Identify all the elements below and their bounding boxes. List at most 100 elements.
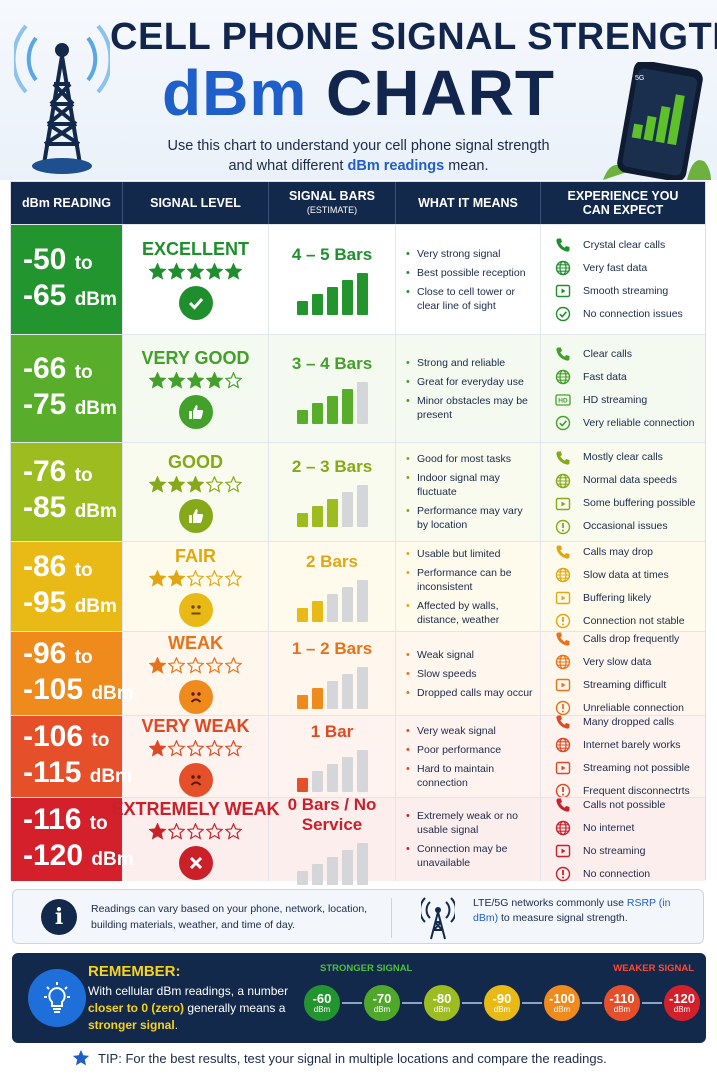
dbm-unit: dBm (91, 848, 134, 870)
experience: Calls may drop Slow data at times Bufferin… (541, 542, 705, 631)
means-item: Minor obstacles may be present (406, 394, 534, 422)
warning-icon (555, 519, 571, 534)
col-experience: EXPERIENCE YOU CAN EXPECT (567, 189, 679, 217)
star-empty-icon (225, 657, 242, 674)
bar-filled (311, 293, 323, 315)
scale-value: -90 (492, 991, 512, 1006)
dbm-to: -65 (23, 278, 67, 312)
bars-label: 1 – 2 Bars (291, 638, 373, 658)
experience-item: Internet barely works (555, 737, 701, 753)
star-filled-icon (149, 740, 166, 757)
closer-to-zero-highlight: closer to 0 (zero) (88, 1001, 185, 1015)
means-item: Strong and reliable (406, 356, 534, 370)
sad-face-icon (178, 763, 213, 797)
level-name: FAIR (174, 546, 216, 566)
dbm-to-word: to (74, 559, 93, 581)
experience-item: Mostly clear calls (555, 450, 701, 466)
experience: Calls drop frequently Very slow data Strea… (541, 632, 705, 716)
means-item: Hard to maintain connection (406, 762, 534, 790)
play-icon (555, 844, 571, 858)
star-rating (149, 657, 242, 674)
bar-filled (296, 409, 308, 424)
star-filled-icon (149, 475, 166, 493)
thumbs-up-icon (178, 395, 213, 429)
experience-text: Calls not possible (583, 798, 666, 811)
star-filled-icon (206, 263, 223, 280)
experience-item: Smooth streaming (555, 283, 701, 299)
experience: Crystal clear calls Very fast data Smooth … (541, 225, 705, 334)
experience-text: Frequent disconnectrts (583, 784, 690, 797)
what-it-means: Extremely weak or no usable signal Connec… (396, 798, 541, 881)
star-rating (149, 475, 242, 493)
star-filled-icon (187, 263, 204, 280)
scale-unit: dBm (313, 1005, 331, 1014)
signal-table: dBm READING SIGNAL LEVEL SIGNAL BARS (EST… (10, 181, 706, 885)
experience: Many dropped calls Internet barely works S… (541, 715, 705, 799)
star-filled-icon (168, 475, 185, 493)
tip: TIP: For the best results, test your sig… (72, 1049, 607, 1067)
info-left-text: Readings can vary based on your phone, n… (91, 903, 368, 931)
dbm-reading: -66 to -75 dBm (11, 335, 123, 442)
experience: Mostly clear calls Normal data speeds Some… (541, 443, 705, 541)
bar-filled (311, 402, 323, 424)
level-name: EXTREMELY WEAK (111, 799, 280, 819)
experience-item: Clear calls (555, 346, 701, 362)
experience-text: No connection (583, 867, 651, 880)
col-dbm-reading: dBm READING (11, 182, 123, 224)
col-signal-bars: SIGNAL BARS (ESTIMATE) (269, 182, 396, 224)
phone-icon (556, 347, 570, 361)
dbm-reading: -76 to -85 dBm (11, 443, 123, 541)
info-right-text: LTE/5G networks commonly use RSRP (in dB… (473, 897, 671, 924)
scale-unit: dBm (493, 1005, 511, 1014)
phone-icon (556, 632, 570, 646)
what-it-means: Very weak signal Poor performance Hard to … (396, 716, 541, 797)
dbm-from: -66 (23, 351, 67, 385)
warning-icon (555, 613, 571, 629)
signal-bars-icon (296, 272, 368, 315)
experience-text: Smooth streaming (583, 284, 669, 297)
experience-text: Very fast data (583, 261, 648, 274)
bar-empty (356, 381, 368, 424)
bar-empty (356, 579, 368, 622)
means-item: Affected by walls, distance, weather (406, 599, 534, 627)
bar-filled (296, 694, 308, 709)
subtitle-line2a: and what different (228, 158, 344, 174)
scale-circle: -90 dBm (482, 983, 522, 1023)
experience-item: Streaming not possible (555, 760, 701, 776)
star-filled-icon (225, 263, 242, 280)
means-item: Very weak signal (406, 724, 534, 738)
remember-panel: REMEMBER: With cellular dBm readings, a … (12, 953, 706, 1043)
bar-filled (311, 687, 323, 709)
play-icon (555, 761, 571, 775)
experience-text: No internet (583, 821, 635, 834)
dbm-reading: -50 to -65 dBm (11, 225, 123, 334)
star-filled-icon (187, 372, 204, 389)
table-row: -76 to -85 dBm GOOD 2 – 3 Bars Good for most… (11, 442, 705, 541)
experience-text: Clear calls (583, 347, 633, 360)
dbm-unit: dBm (74, 288, 117, 310)
bar-empty (311, 863, 323, 885)
star-empty-icon (206, 823, 223, 840)
play-icon (555, 497, 571, 510)
signal-bars-icon (296, 666, 368, 709)
scale-unit: dBm (373, 1005, 391, 1014)
scale-value: -60 (312, 991, 332, 1006)
experience-text: Internet barely works (583, 738, 681, 751)
experience-item: Streaming difficult (555, 677, 701, 693)
experience-item: Normal data speeds (555, 473, 701, 489)
signal-level: EXTREMELY WEAK (111, 798, 280, 881)
star-filled-icon (149, 823, 166, 840)
page-title-line1: CELL PHONE SIGNAL STRENGTH (110, 16, 717, 58)
lightbulb-icon (28, 969, 86, 1027)
bars-label: 4 – 5 Bars (291, 244, 373, 264)
dbm-unit: dBm (74, 501, 117, 522)
bar-filled (296, 513, 308, 527)
table-row: -96 to -105 dBm WEAK 1 – 2 Bars Weak signal S… (11, 631, 705, 716)
bars-label: 0 Bars / No Service (287, 794, 377, 834)
bar-empty (341, 586, 353, 622)
bar-empty (341, 756, 353, 792)
star-empty-icon (225, 372, 242, 389)
tip-text: TIP: For the best results, test your sig… (98, 1050, 607, 1066)
star-filled-icon (168, 570, 185, 587)
scale-circle: -60 dBm (302, 983, 342, 1023)
